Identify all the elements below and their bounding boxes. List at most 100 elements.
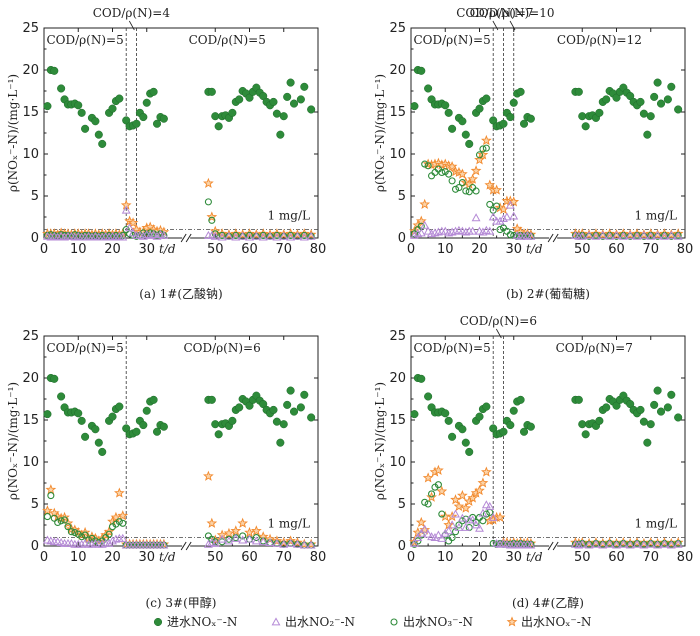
panel-a: 0 5 10 15 20 25 0 10 20 30 50 60 70 80 t/d ρ(NOₓ⁻-N)/(m…	[6, 6, 326, 301]
point-influent_nox	[667, 82, 676, 91]
point-effluent_no2	[286, 232, 296, 241]
point-effluent_no2	[509, 211, 519, 220]
point-effluent_no2	[447, 520, 457, 529]
y-tick-label: 10	[22, 455, 39, 470]
point-influent_nox	[653, 78, 662, 87]
phase-label: COD/ρ(N)=12	[557, 33, 642, 47]
point-influent_nox	[279, 420, 288, 429]
point-effluent_no2	[430, 228, 440, 237]
point-influent_nox	[441, 409, 450, 418]
y-tick-label: 25	[22, 21, 39, 36]
point-effluent_nox	[45, 484, 57, 495]
point-effluent_no3	[462, 187, 470, 195]
point-influent_nox	[650, 92, 659, 101]
point-effluent_no2	[433, 530, 443, 539]
reference-line-label: 1 mg/L	[634, 517, 677, 531]
y-axis-label: ρ(NOₓ⁻-N)/(mg·L⁻¹)	[373, 74, 387, 192]
point-effluent_no2	[505, 200, 515, 209]
point-effluent_nox	[645, 537, 657, 548]
point-effluent_nox	[422, 472, 434, 483]
point-effluent_no3	[451, 528, 460, 536]
point-effluent_nox	[480, 134, 492, 146]
point-effluent_no3	[43, 513, 51, 521]
point-effluent_no2	[495, 216, 505, 225]
x-tick-label: 0	[407, 550, 415, 565]
point-effluent_no3	[438, 168, 446, 177]
point-influent_nox	[581, 122, 590, 131]
point-influent_nox	[94, 130, 103, 139]
point-effluent_no2	[306, 540, 316, 549]
point-effluent_no2	[293, 539, 302, 548]
point-effluent_nox	[415, 516, 427, 528]
point-influent_nox	[152, 427, 162, 436]
point-influent_nox	[578, 112, 587, 121]
point-effluent_no2	[159, 540, 169, 549]
point-effluent_no3	[146, 229, 154, 237]
point-effluent_no2	[138, 231, 148, 240]
x-tick-label: 60	[241, 550, 258, 565]
point-effluent_nox	[470, 165, 482, 176]
point-effluent_no3	[475, 151, 484, 159]
x-tick-label: 70	[275, 242, 292, 257]
point-effluent_no3	[61, 516, 69, 524]
y-tick-label: 20	[389, 371, 406, 386]
point-influent_nox	[643, 130, 652, 139]
point-effluent_nox	[203, 177, 214, 188]
point-influent_nox	[50, 66, 59, 75]
axis-break-gap	[549, 544, 558, 548]
point-effluent_no2	[265, 538, 275, 547]
point-influent_nox	[74, 101, 83, 110]
point-effluent_no2	[423, 529, 433, 538]
point-effluent_no2	[104, 232, 114, 241]
point-influent_nox	[667, 390, 676, 399]
point-effluent_no2	[293, 231, 302, 240]
point-effluent_nox	[491, 184, 502, 195]
point-effluent_nox	[206, 211, 218, 222]
point-effluent_no3	[469, 184, 477, 192]
phase-label-leader	[492, 20, 499, 31]
point-effluent_nox	[484, 179, 496, 190]
y-tick-label: 0	[398, 539, 406, 554]
point-influent_nox	[417, 374, 426, 383]
y-tick-label: 5	[398, 497, 406, 512]
point-effluent_nox	[203, 470, 214, 481]
point-effluent_no2	[632, 539, 642, 548]
point-effluent_no3	[438, 510, 446, 518]
point-influent_nox	[410, 410, 419, 419]
point-influent_nox	[448, 124, 457, 133]
point-influent_nox	[91, 117, 100, 126]
point-effluent_nox	[42, 505, 53, 516]
point-influent_nox	[207, 87, 216, 96]
point-influent_nox	[458, 425, 467, 434]
point-effluent_no2	[461, 522, 471, 531]
point-effluent_no2	[625, 540, 635, 549]
point-effluent_no2	[97, 539, 107, 548]
point-influent_nox	[159, 114, 168, 123]
point-influent_nox	[636, 97, 645, 106]
y-tick-label: 10	[22, 147, 39, 162]
point-effluent_no3	[105, 530, 113, 538]
point-influent_nox	[448, 432, 457, 441]
point-effluent_no2	[149, 230, 159, 239]
point-effluent_no2	[279, 231, 289, 240]
point-effluent_no2	[118, 232, 128, 241]
point-effluent_nox	[590, 537, 602, 548]
point-effluent_nox	[508, 196, 520, 207]
legend-label: 进水NOₓ⁻-N	[167, 615, 237, 629]
panel-caption: (a) 1#(乙酸钠)	[139, 286, 222, 301]
point-influent_nox	[286, 386, 295, 395]
point-effluent_no2	[251, 231, 261, 240]
point-influent_nox	[441, 101, 450, 110]
point-influent_nox	[279, 112, 288, 121]
point-influent_nox	[509, 406, 518, 415]
point-effluent_no2	[471, 520, 481, 529]
point-influent_nox	[417, 66, 426, 75]
point-influent_nox	[228, 416, 237, 425]
point-influent_nox	[636, 405, 645, 414]
point-effluent_nox	[477, 477, 489, 488]
point-effluent_no3	[259, 231, 267, 240]
point-influent_nox	[506, 420, 515, 430]
point-effluent_no2	[526, 231, 536, 240]
point-effluent_no3	[445, 537, 453, 545]
point-effluent_nox	[206, 517, 218, 528]
